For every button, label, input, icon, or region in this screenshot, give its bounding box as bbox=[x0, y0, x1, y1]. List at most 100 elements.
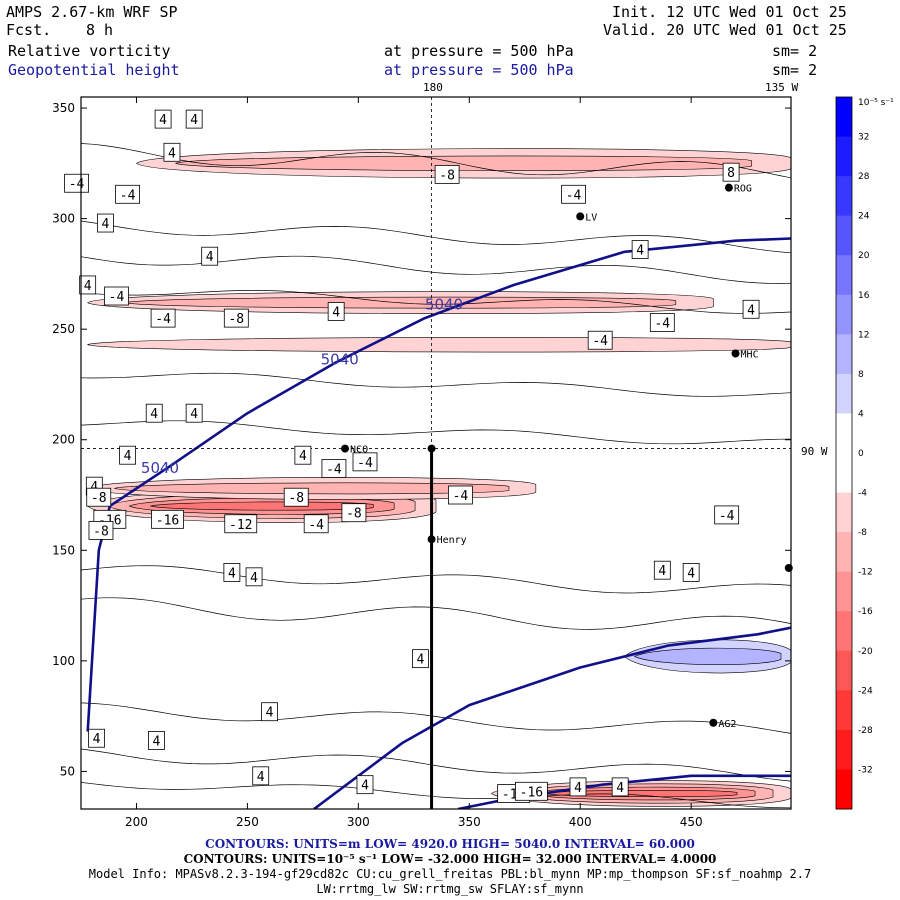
contour-label-text: 4 bbox=[159, 113, 167, 128]
colorbar-label: 28 bbox=[858, 172, 870, 182]
contour-label: 4 bbox=[148, 731, 165, 750]
contour-label-text: 4 bbox=[150, 407, 158, 422]
contour-label-text: 4 bbox=[658, 564, 666, 579]
guide-lines bbox=[81, 97, 791, 809]
contour-label: -8 bbox=[283, 487, 309, 507]
contour-label-text: -12 bbox=[229, 518, 252, 533]
vorticity-contour-line bbox=[81, 220, 791, 254]
colorbar-label: 20 bbox=[858, 251, 870, 261]
geopotential-line-2 bbox=[457, 774, 791, 809]
contour-label-box bbox=[356, 775, 374, 795]
x-tick-label: 450 bbox=[680, 815, 703, 829]
contour-label-box bbox=[515, 781, 548, 801]
contour-label: 4 bbox=[88, 728, 105, 748]
contour-label: 4 bbox=[631, 240, 649, 259]
colorbar-segment bbox=[836, 413, 852, 454]
contour-label: -4 bbox=[649, 313, 675, 332]
contour-label-text: -4 bbox=[120, 188, 136, 203]
colorbar-label: 16 bbox=[858, 291, 870, 301]
contour-label-text: 4 bbox=[84, 279, 92, 294]
contour-label-text: -4 bbox=[592, 334, 608, 349]
contour-label-text: -8 bbox=[346, 507, 362, 522]
colorbar-segment bbox=[836, 650, 852, 691]
contour-label-text: -4 bbox=[453, 489, 469, 504]
contour-label: 4 bbox=[185, 403, 203, 423]
colorbar-segment bbox=[836, 453, 852, 494]
y-tick-label: 200 bbox=[52, 433, 75, 447]
contour-label-box bbox=[611, 777, 629, 797]
contour-label: 4 bbox=[653, 560, 671, 580]
station-marker bbox=[731, 349, 740, 358]
contour-label-box bbox=[412, 649, 429, 669]
lon-180-label: 180 bbox=[423, 81, 443, 94]
contour-label-text: 4 bbox=[747, 303, 755, 318]
colorbar-label: -4 bbox=[858, 489, 867, 499]
contour-label-text: 4 bbox=[206, 250, 214, 265]
contour-label-text: 4 bbox=[124, 449, 132, 464]
contour-label-box bbox=[154, 109, 172, 129]
y-tick-label: 300 bbox=[52, 212, 75, 226]
geopotential-label: 5040 bbox=[425, 295, 463, 313]
contour-label-box bbox=[163, 142, 181, 162]
contour-label: 4 bbox=[742, 299, 760, 319]
contour-label-text: 4 bbox=[687, 566, 695, 581]
colorbar-segment bbox=[836, 97, 852, 138]
contour-label-text: 4 bbox=[93, 732, 101, 747]
contour-label-box bbox=[224, 514, 258, 534]
model-info: Model Info: MPASv8.2.3-194-gf29cd82c CU:… bbox=[88, 867, 812, 881]
contour-label: 8 bbox=[722, 162, 740, 182]
vorticity-contour-line bbox=[81, 143, 791, 179]
x-tick-label: 250 bbox=[236, 815, 259, 829]
contour-label-box bbox=[115, 184, 140, 204]
contour-label: -4 bbox=[352, 452, 378, 472]
contour-label-box bbox=[294, 445, 312, 465]
contour-label-box bbox=[283, 487, 309, 507]
contour-label-box bbox=[303, 514, 329, 534]
contour-label-text: 4 bbox=[101, 217, 109, 232]
contour-label-text: 4 bbox=[190, 407, 198, 422]
contour-label-text: 4 bbox=[332, 305, 340, 320]
field1-level: at pressure = 500 hPa bbox=[384, 42, 574, 60]
contour-label: -8 bbox=[88, 520, 114, 540]
contour-label: -16 bbox=[515, 781, 548, 801]
station-label: ROG bbox=[734, 184, 752, 195]
colorbar-segment bbox=[836, 769, 852, 810]
colorbar-frame bbox=[835, 96, 853, 810]
contour-label: 4 bbox=[294, 445, 312, 465]
colorbar-segment bbox=[836, 334, 852, 375]
colorbar-label: -16 bbox=[858, 607, 873, 617]
field2-smoothing: sm= 2 bbox=[772, 61, 818, 79]
contour-label: 4 bbox=[252, 766, 270, 786]
contour-label-text: -4 bbox=[109, 290, 125, 305]
y-tick-label: 100 bbox=[52, 654, 75, 668]
colorbar-segment bbox=[836, 136, 852, 177]
vorticity-band-0-level-4 bbox=[150, 501, 374, 511]
contour-label-text: -8 bbox=[228, 312, 244, 327]
contour-label-text: -8 bbox=[439, 168, 455, 183]
contour-info-height: CONTOURS: UNITS=m LOW= 4920.0 HIGH= 5040… bbox=[205, 837, 695, 851]
contour-label-box bbox=[448, 485, 473, 505]
contour-label-box bbox=[79, 275, 97, 295]
station-marker bbox=[427, 535, 436, 544]
colorbar-units: 10⁻⁵ s⁻¹ bbox=[858, 98, 894, 108]
geopotential-label: 5040 bbox=[141, 459, 179, 477]
station-label: NCO bbox=[350, 445, 368, 456]
plot-frame bbox=[80, 96, 792, 810]
contour-label-box bbox=[223, 563, 241, 582]
contour-label: -4 bbox=[714, 505, 740, 525]
contour-label-box bbox=[201, 246, 219, 266]
y-tick-label: 250 bbox=[52, 322, 75, 336]
contour-label: 4 bbox=[412, 649, 429, 669]
field2-level: at pressure = 500 hPa bbox=[384, 61, 574, 79]
contour-label: 4 bbox=[154, 109, 172, 129]
vorticity-band-1-level-2 bbox=[113, 482, 510, 495]
contour-label-box bbox=[742, 299, 760, 319]
contour-label-text: -4 bbox=[566, 188, 582, 203]
contour-label-box bbox=[722, 162, 740, 182]
colorbar-segment bbox=[836, 373, 852, 414]
vorticity-contour-line bbox=[81, 597, 791, 630]
contour-label: 4 bbox=[356, 775, 374, 795]
contour-label-box bbox=[631, 240, 649, 259]
contour-label-text: -16 bbox=[156, 513, 179, 528]
vorticity-band-6-level-2 bbox=[633, 647, 782, 666]
